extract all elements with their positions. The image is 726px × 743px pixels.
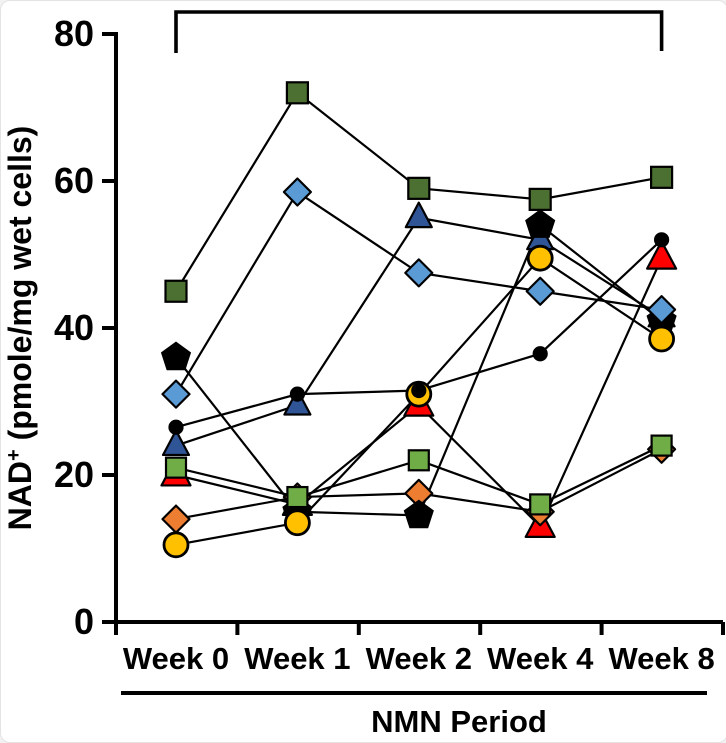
subject-blue-diamond-marker xyxy=(161,379,191,409)
subject-black-circle-marker xyxy=(289,386,305,402)
x-axis-title: NMN Period xyxy=(371,704,547,739)
subject-navy-triangle-marker xyxy=(161,429,191,457)
subject-black-circle-marker xyxy=(653,232,670,248)
x-tick-label: Week 0 xyxy=(123,641,229,676)
subject-dark-green-square-marker xyxy=(285,81,309,105)
subject-light-green-square-marker xyxy=(650,434,673,457)
subject-dark-green-square-marker xyxy=(164,279,188,303)
subject-black-pentagon-marker xyxy=(525,209,556,238)
subject-black-pentagon-marker xyxy=(160,341,192,371)
subject-light-green-square-marker xyxy=(407,449,430,472)
subject-yellow-circle-marker xyxy=(648,325,675,353)
subject-yellow-circle-marker xyxy=(283,509,311,537)
subject-dark-green-square-marker xyxy=(407,176,431,200)
subject-blue-diamond-marker xyxy=(646,295,677,325)
y-tick-label: 20 xyxy=(54,454,94,495)
subject-light-green-square-marker xyxy=(164,456,188,479)
subject-light-green-square-marker xyxy=(529,493,552,516)
subject-dark-green-square-marker xyxy=(649,165,674,189)
subject-black-circle-marker xyxy=(532,346,548,362)
subject-navy-triangle-marker xyxy=(404,201,433,229)
subject-yellow-circle-marker xyxy=(162,531,190,559)
subject-navy-triangle-marker xyxy=(283,388,312,416)
subject-yellow-circle-marker xyxy=(526,244,554,272)
x-tick-label: Week 2 xyxy=(366,641,472,676)
y-tick-label: 60 xyxy=(54,160,94,201)
x-tick-label: Week 1 xyxy=(244,641,350,676)
subject-black-circle-marker xyxy=(411,382,427,399)
subject-black-pentagon-marker xyxy=(403,499,434,529)
y-tick-label: 80 xyxy=(54,13,94,54)
subject-red-triangle-marker xyxy=(645,240,678,270)
subject-blue-diamond-marker xyxy=(404,258,434,288)
subject-light-green-square-marker xyxy=(286,485,309,509)
y-tick-label: 40 xyxy=(54,307,94,348)
y-axis-title: NAD+ (pmole/mg wet cells) xyxy=(2,126,38,531)
x-tick-label: Week 8 xyxy=(608,641,714,676)
subject-dark-green-square-marker xyxy=(528,187,552,211)
subject-orange-diamond-marker xyxy=(161,504,191,534)
subject-black-circle-marker xyxy=(168,419,184,435)
y-tick-label: 0 xyxy=(74,601,94,642)
significance-bracket xyxy=(174,10,664,53)
subject-blue-diamond-marker xyxy=(282,177,312,207)
subject-blue-diamond-marker xyxy=(525,276,555,306)
x-tick-label: Week 4 xyxy=(487,641,594,676)
